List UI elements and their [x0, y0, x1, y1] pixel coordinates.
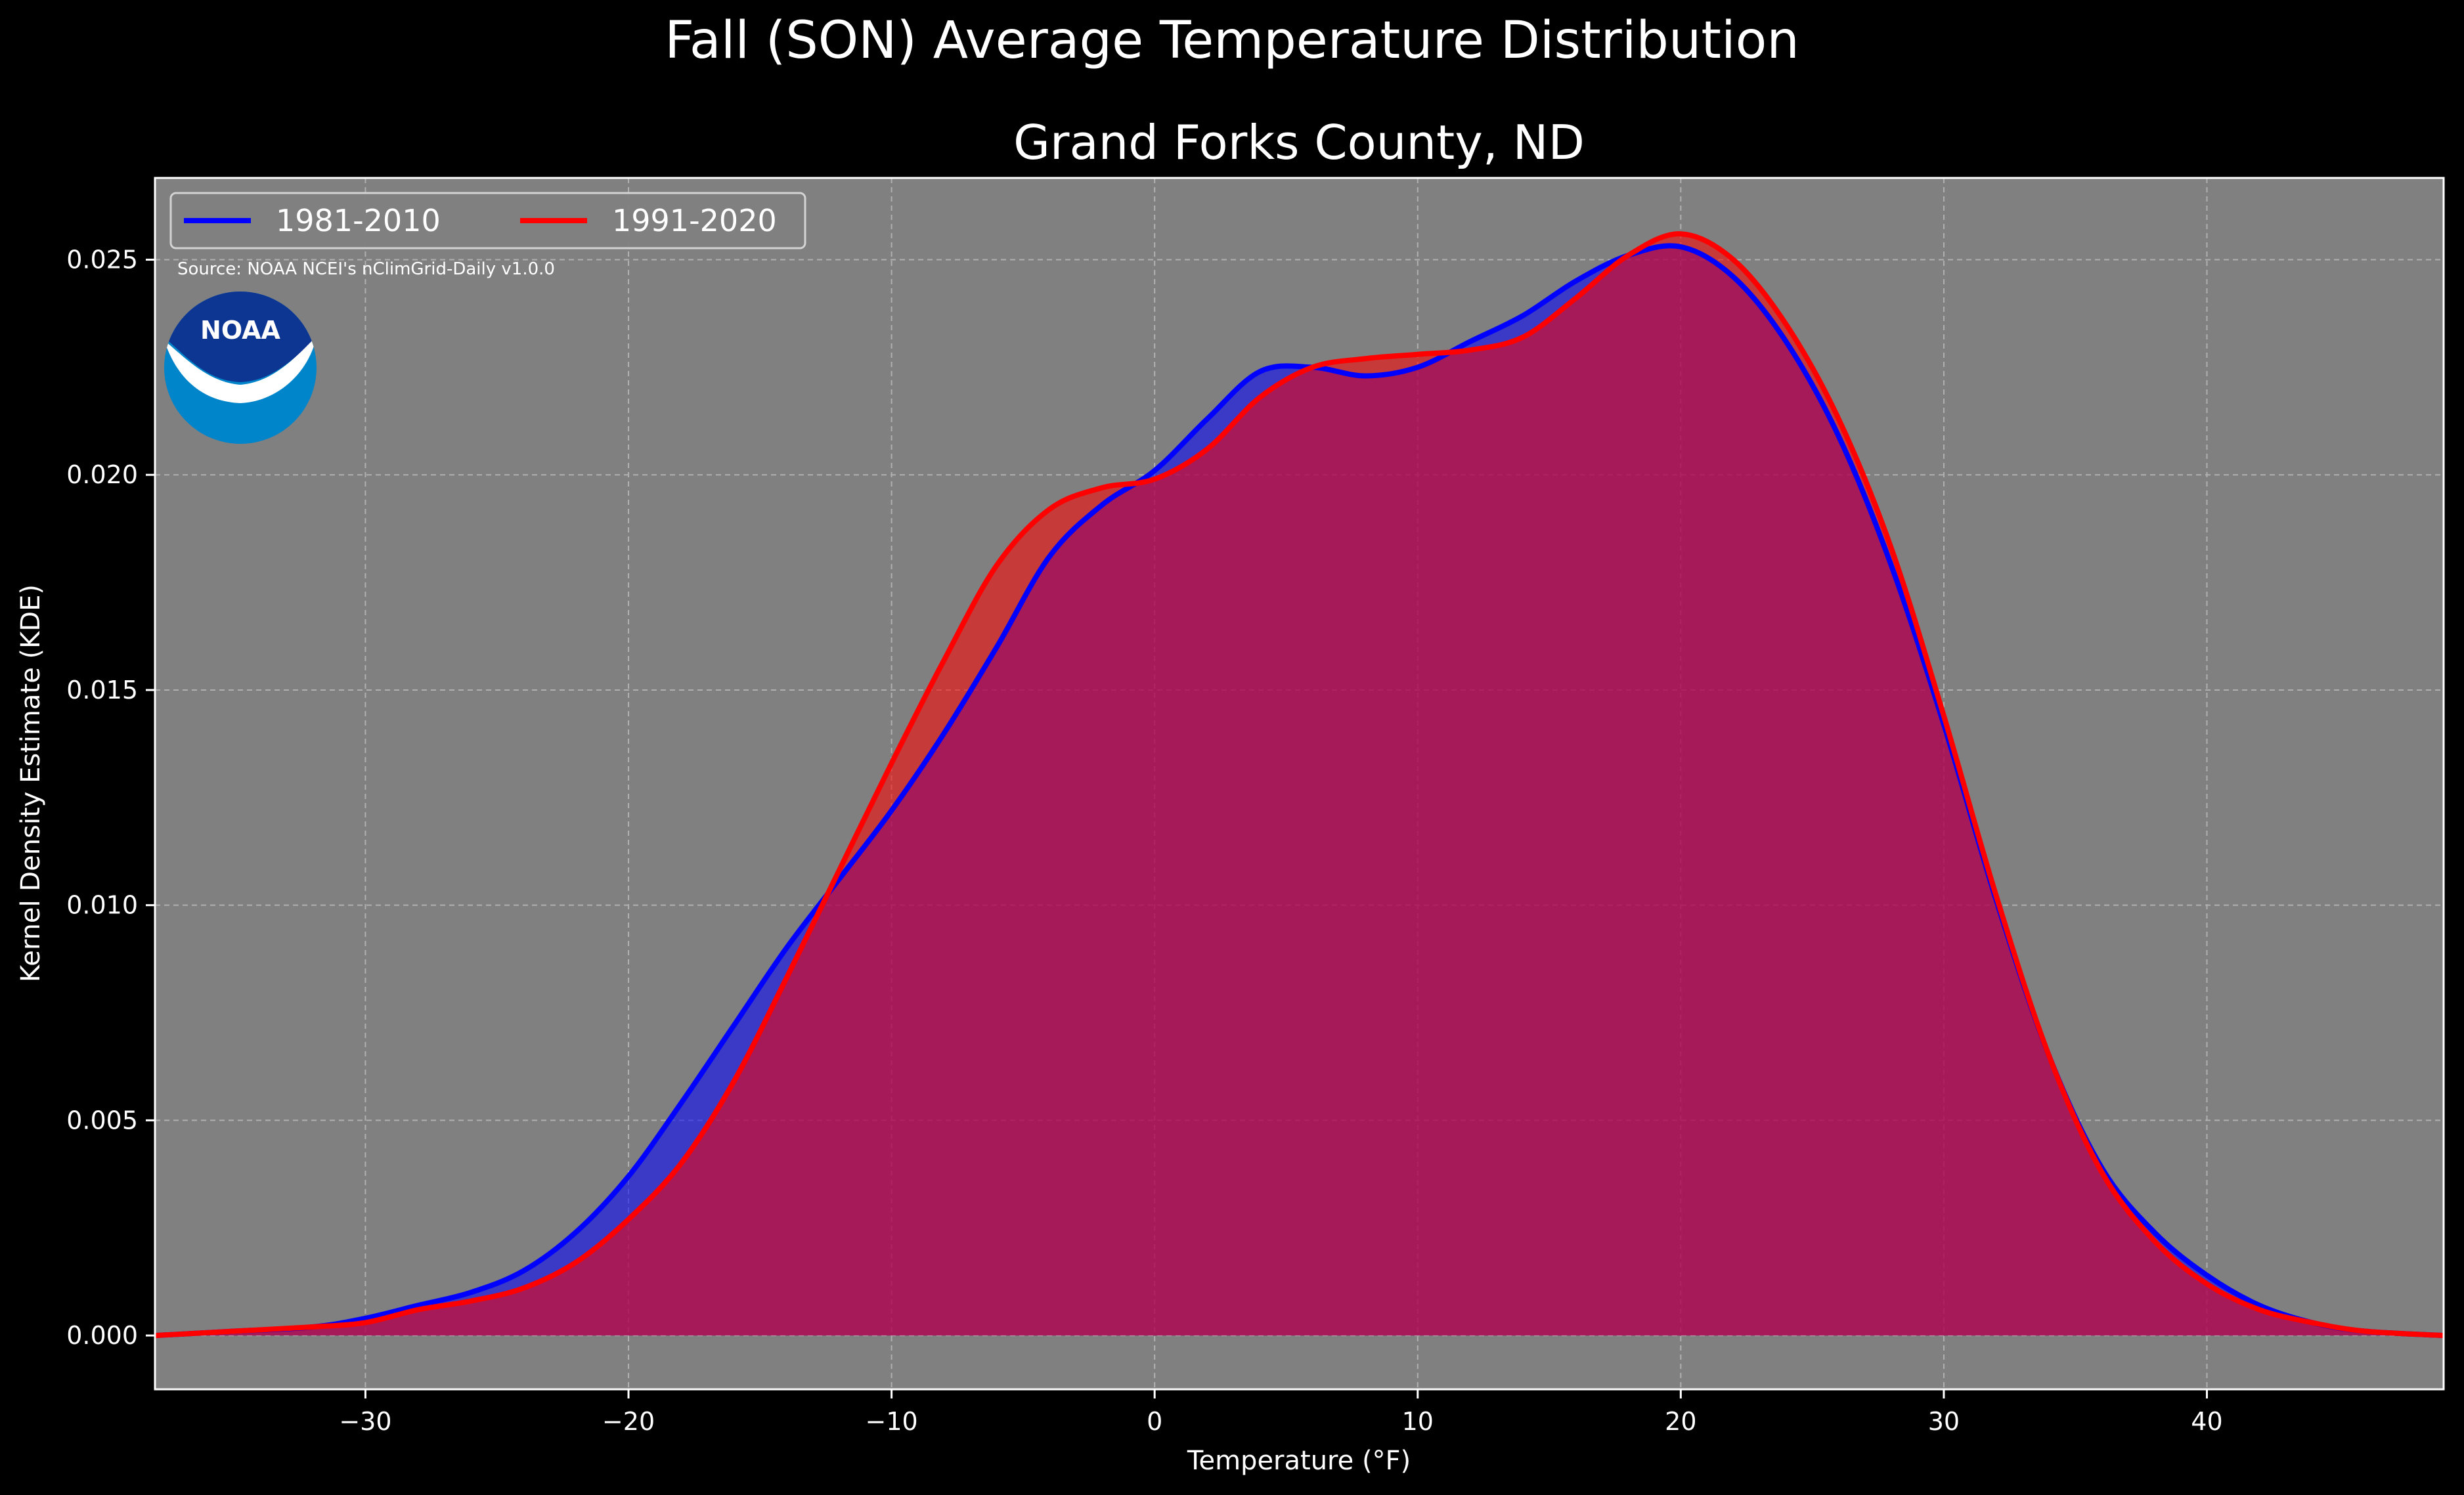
legend-label-1991-2020: 1991-2020 — [612, 203, 777, 238]
noaa-logo-wing — [217, 386, 276, 397]
noaa-logo-sky — [164, 292, 317, 382]
noaa-logo-text: NOAA — [200, 316, 280, 345]
legend-label-1981-2010: 1981-2010 — [276, 203, 441, 238]
y-tick-label: 0.000 — [66, 1321, 138, 1350]
plot-frame — [154, 177, 2445, 1391]
x-tick-label: 40 — [2191, 1407, 2222, 1436]
y-tick-label: 0.005 — [66, 1106, 138, 1135]
x-tick-label: −30 — [339, 1407, 391, 1436]
legend-box — [169, 192, 806, 249]
y-tick-label: 0.020 — [66, 460, 138, 489]
x-tick-label: 0 — [1147, 1407, 1162, 1436]
x-tick-label: 10 — [1402, 1407, 1434, 1436]
x-tick-label: 20 — [1665, 1407, 1696, 1436]
x-axis-label: Temperature (°F) — [1187, 1446, 1411, 1476]
chart-suptitle: Fall (SON) Average Temperature Distribut… — [665, 11, 1799, 70]
y-tick-label: 0.015 — [66, 676, 138, 704]
series-lines — [154, 231, 2444, 1339]
x-tick-label: −10 — [866, 1407, 918, 1436]
y-axis-label: Kernel Density Estimate (KDE) — [16, 584, 46, 982]
x-tick-label: −20 — [602, 1407, 655, 1436]
chart-title: Grand Forks County, ND — [1013, 115, 1585, 170]
y-axis-ticks: 0.000 0.005 0.010 0.015 0.020 0.025 — [66, 246, 155, 1350]
x-axis-ticks: −30 −20 −10 0 10 20 30 40 — [339, 1389, 2223, 1436]
series-line-1991-2020 — [154, 231, 2444, 1339]
noaa-logo: NOAA — [164, 292, 317, 444]
noaa-logo-bird — [164, 336, 317, 403]
legend: 1981-2010 1991-2020 — [169, 192, 806, 249]
y-tick-label: 0.010 — [66, 891, 138, 920]
y-tick-label: 0.025 — [66, 246, 138, 274]
source-note: Source: NOAA NCEI's nClimGrid-Daily v1.0… — [177, 259, 555, 279]
x-tick-label: 30 — [1928, 1407, 1960, 1436]
